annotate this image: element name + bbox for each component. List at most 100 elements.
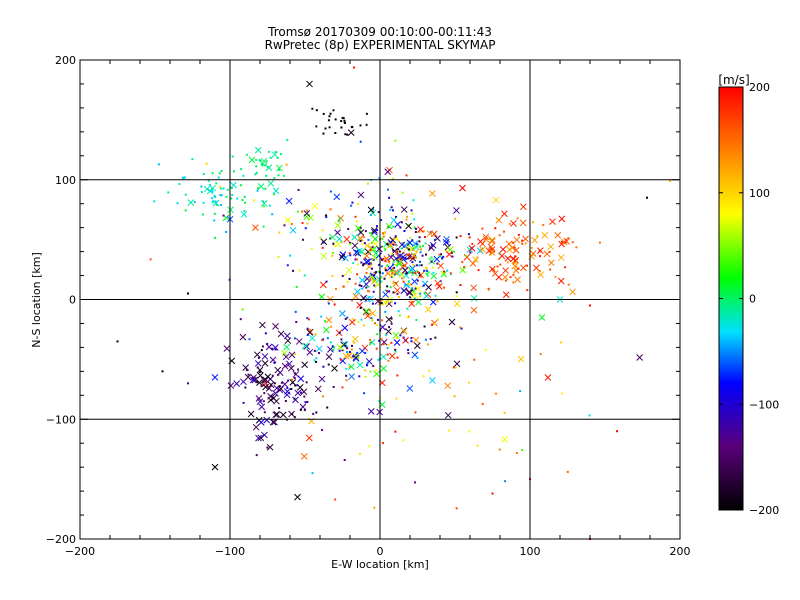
data-point-cross: [519, 219, 527, 227]
data-point-cross: [211, 463, 219, 471]
data-point-cross: [411, 351, 419, 359]
data-point-dot: [368, 263, 371, 266]
data-point-dot: [526, 264, 529, 267]
data-point-cross: [288, 351, 296, 359]
data-point-dot: [425, 266, 428, 269]
data-point-cross: [340, 341, 347, 349]
data-point-dot: [297, 188, 300, 191]
data-point-dot: [646, 196, 648, 199]
data-point-dot: [397, 310, 400, 313]
data-point-dot: [331, 345, 334, 348]
data-point-dot: [446, 241, 449, 244]
data-point-dot: [414, 287, 417, 290]
data-point-dot: [425, 253, 428, 256]
data-point-dot: [441, 257, 444, 260]
data-point-cross: [363, 275, 371, 283]
data-point-dot: [346, 316, 349, 319]
data-point-dot: [484, 348, 487, 351]
data-point-dot: [471, 242, 474, 245]
data-point-cross: [256, 379, 263, 386]
data-point-dot: [394, 263, 397, 266]
data-point-dot: [306, 327, 309, 330]
data-point-dot: [278, 168, 281, 171]
x-tick-label: 100: [520, 545, 541, 558]
data-point-cross: [501, 436, 509, 443]
data-point-cross: [339, 357, 347, 365]
data-point-dot: [243, 209, 246, 212]
data-point-dot: [403, 257, 406, 260]
data-point-dot: [297, 368, 300, 371]
colorbar-tick-label: −100: [749, 398, 779, 411]
data-point-dot: [405, 254, 408, 257]
data-point-cross: [351, 233, 358, 241]
data-point-cross: [357, 191, 365, 199]
data-point-dot: [286, 264, 289, 267]
data-point-cross: [289, 379, 297, 386]
data-point-dot: [384, 247, 387, 250]
data-point-cross: [257, 434, 265, 442]
data-point-dot: [289, 254, 292, 257]
data-point-dot: [353, 341, 356, 344]
data-point-cross: [356, 247, 363, 255]
data-point-dot: [231, 194, 234, 197]
data-point-dot: [357, 321, 360, 324]
data-point-dot: [324, 320, 327, 323]
data-point-cross: [325, 316, 333, 324]
data-point-dot: [407, 280, 410, 283]
data-point-dot: [300, 210, 303, 213]
data-point-dot: [375, 271, 378, 274]
data-point-dot: [380, 265, 383, 268]
data-point-cross: [482, 233, 490, 241]
data-point-dot: [411, 301, 414, 304]
data-point-dot: [419, 295, 422, 298]
data-point-cross: [433, 255, 441, 263]
data-point-dot: [400, 221, 403, 224]
data-point-dot: [242, 401, 245, 404]
data-point-dot: [521, 242, 524, 245]
data-point-cross: [499, 246, 507, 253]
data-point-dot: [262, 225, 265, 228]
data-point-dot: [397, 270, 400, 273]
data-point-dot: [392, 291, 395, 294]
data-point-dot: [549, 268, 552, 271]
data-point-cross: [263, 416, 271, 424]
data-point-cross: [269, 418, 277, 426]
data-point-dot: [386, 353, 389, 356]
data-point-cross: [348, 373, 355, 380]
data-point-dot: [391, 267, 394, 270]
data-point-dot: [261, 162, 264, 165]
data-point-cross: [299, 403, 307, 411]
data-point-dot: [410, 340, 413, 343]
data-point-dot: [426, 274, 429, 277]
data-point-dot: [425, 267, 428, 270]
x-tick-label: 0: [377, 545, 384, 558]
data-point-dot: [404, 339, 407, 342]
data-point-cross: [384, 168, 392, 176]
data-point-cross: [393, 286, 401, 294]
data-point-dot: [342, 117, 345, 120]
data-point-dot: [397, 248, 400, 251]
data-point-dot: [313, 359, 316, 362]
data-point-dot: [414, 227, 417, 230]
data-point-cross: [479, 246, 486, 253]
y-tick-label: 100: [55, 174, 76, 187]
data-point-dot: [392, 263, 395, 266]
data-point-dot: [526, 289, 529, 292]
data-point-dot: [213, 212, 216, 215]
data-point-dot: [390, 322, 393, 325]
data-point-dot: [407, 315, 410, 318]
data-point-dot: [290, 223, 293, 226]
data-point-cross: [325, 353, 333, 361]
data-point-dot: [390, 254, 393, 257]
data-point-dot: [220, 194, 223, 197]
data-point-dot: [264, 332, 267, 335]
data-point-dot: [418, 274, 421, 277]
data-point-cross: [514, 276, 521, 284]
data-point-cross: [357, 229, 365, 236]
data-point-dot: [561, 392, 564, 395]
data-point-dot: [304, 401, 307, 404]
data-point-dot: [413, 481, 416, 484]
data-point-cross: [270, 394, 277, 402]
data-point-dot: [261, 381, 264, 384]
data-point-cross: [279, 411, 287, 419]
